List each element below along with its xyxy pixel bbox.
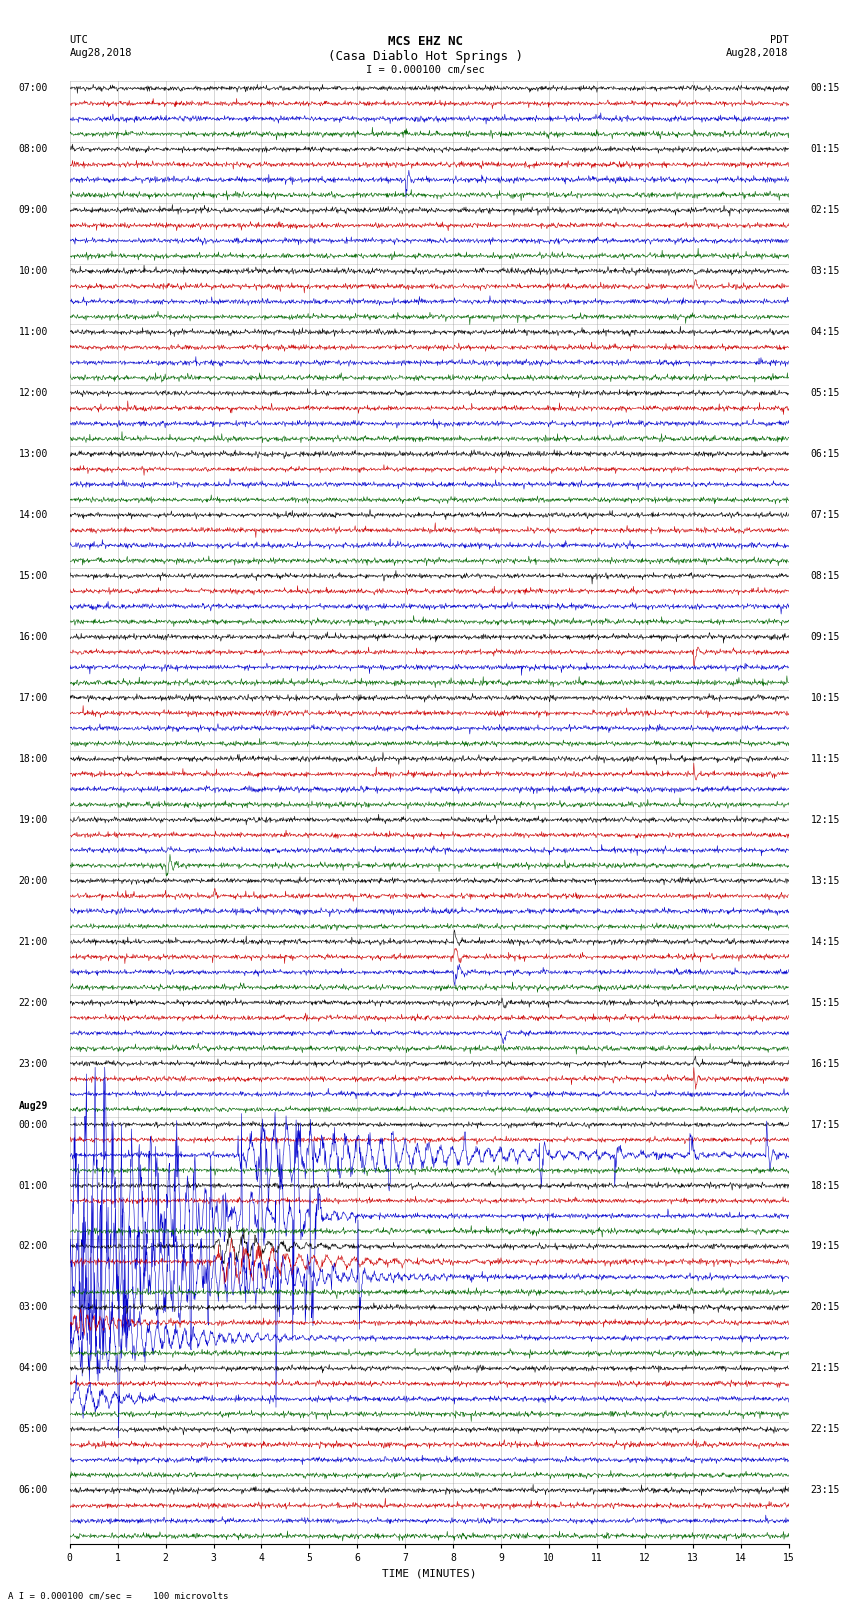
Text: 20:15: 20:15	[810, 1302, 840, 1313]
Text: 21:00: 21:00	[19, 937, 48, 947]
Text: 02:15: 02:15	[810, 205, 840, 215]
Text: I = 0.000100 cm/sec: I = 0.000100 cm/sec	[366, 65, 484, 74]
Text: Aug28,2018: Aug28,2018	[70, 48, 133, 58]
Text: 00:15: 00:15	[810, 84, 840, 94]
Text: Aug28,2018: Aug28,2018	[726, 48, 789, 58]
Text: 01:15: 01:15	[810, 144, 840, 155]
Text: 14:15: 14:15	[810, 937, 840, 947]
Text: A I = 0.000100 cm/sec =    100 microvolts: A I = 0.000100 cm/sec = 100 microvolts	[8, 1590, 229, 1600]
Text: 21:15: 21:15	[810, 1363, 840, 1373]
Text: 14:00: 14:00	[19, 510, 48, 519]
Text: PDT: PDT	[770, 35, 789, 45]
Text: 07:15: 07:15	[810, 510, 840, 519]
Text: 23:00: 23:00	[19, 1058, 48, 1068]
Text: 10:15: 10:15	[810, 694, 840, 703]
Text: 15:00: 15:00	[19, 571, 48, 581]
Text: 17:00: 17:00	[19, 694, 48, 703]
Text: 18:00: 18:00	[19, 753, 48, 765]
Text: 02:00: 02:00	[19, 1242, 48, 1252]
Text: 19:00: 19:00	[19, 815, 48, 824]
Text: 12:00: 12:00	[19, 389, 48, 398]
Text: 05:15: 05:15	[810, 389, 840, 398]
Text: 00:00: 00:00	[19, 1119, 48, 1129]
Text: 08:15: 08:15	[810, 571, 840, 581]
Text: 05:00: 05:00	[19, 1424, 48, 1434]
Text: 22:00: 22:00	[19, 997, 48, 1008]
Text: 03:15: 03:15	[810, 266, 840, 276]
Text: 09:15: 09:15	[810, 632, 840, 642]
Text: 04:15: 04:15	[810, 327, 840, 337]
Text: 09:00: 09:00	[19, 205, 48, 215]
Text: 06:00: 06:00	[19, 1486, 48, 1495]
Text: 13:15: 13:15	[810, 876, 840, 886]
Text: 17:15: 17:15	[810, 1119, 840, 1129]
Text: 13:00: 13:00	[19, 448, 48, 460]
Text: 04:00: 04:00	[19, 1363, 48, 1373]
Text: 11:00: 11:00	[19, 327, 48, 337]
Text: 20:00: 20:00	[19, 876, 48, 886]
Text: 16:15: 16:15	[810, 1058, 840, 1068]
Text: 15:15: 15:15	[810, 997, 840, 1008]
X-axis label: TIME (MINUTES): TIME (MINUTES)	[382, 1568, 477, 1578]
Text: 11:15: 11:15	[810, 753, 840, 765]
Text: 23:15: 23:15	[810, 1486, 840, 1495]
Text: 01:00: 01:00	[19, 1181, 48, 1190]
Text: 19:15: 19:15	[810, 1242, 840, 1252]
Text: 22:15: 22:15	[810, 1424, 840, 1434]
Text: 08:00: 08:00	[19, 144, 48, 155]
Text: MCS EHZ NC: MCS EHZ NC	[388, 35, 462, 48]
Text: 10:00: 10:00	[19, 266, 48, 276]
Text: 18:15: 18:15	[810, 1181, 840, 1190]
Text: 07:00: 07:00	[19, 84, 48, 94]
Text: 12:15: 12:15	[810, 815, 840, 824]
Text: (Casa Diablo Hot Springs ): (Casa Diablo Hot Springs )	[327, 50, 523, 63]
Text: 03:00: 03:00	[19, 1302, 48, 1313]
Text: Aug29: Aug29	[19, 1102, 48, 1111]
Text: 06:15: 06:15	[810, 448, 840, 460]
Text: 16:00: 16:00	[19, 632, 48, 642]
Text: UTC: UTC	[70, 35, 88, 45]
